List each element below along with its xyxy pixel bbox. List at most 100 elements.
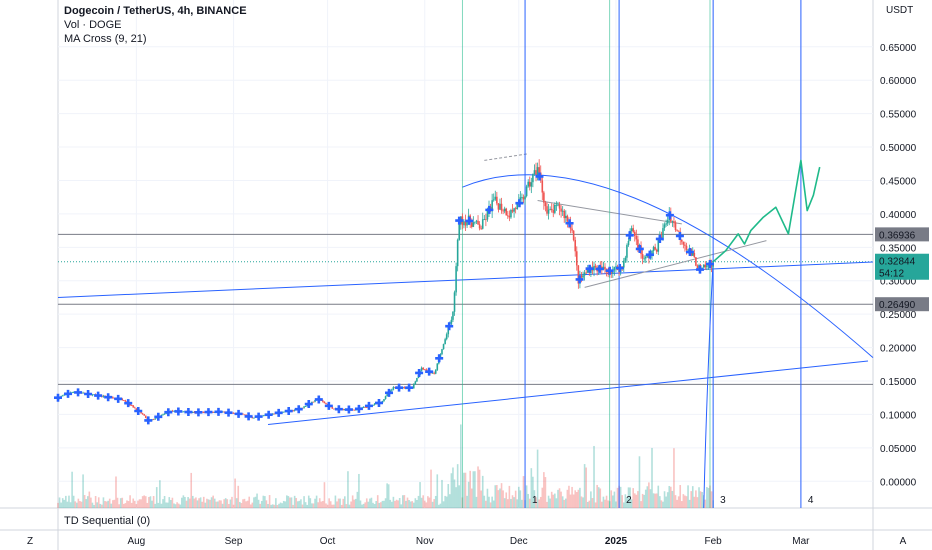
volume-bar xyxy=(474,471,476,508)
volume-bar xyxy=(170,499,172,508)
volume-bar xyxy=(315,495,318,508)
volume-bar xyxy=(441,479,443,508)
volume-bar xyxy=(176,502,178,508)
volume-bar xyxy=(475,496,478,508)
chart-legend: Dogecoin / TetherUS, 4h, BINANCE Vol · D… xyxy=(64,4,247,46)
candle-body xyxy=(532,174,534,183)
volume-bar xyxy=(190,472,193,508)
volume-bar xyxy=(163,495,166,508)
candle-body xyxy=(496,196,498,204)
candle-body xyxy=(431,372,434,374)
ma-cross-marker xyxy=(354,404,363,413)
volume-bar xyxy=(696,497,699,508)
candle-body xyxy=(622,260,625,268)
volume-bar xyxy=(68,495,70,508)
candle-body xyxy=(583,272,586,276)
ma-cross-marker xyxy=(435,354,444,363)
volume-bar xyxy=(530,468,533,508)
volume-indicator-label[interactable]: Vol · DOGE xyxy=(64,19,122,31)
candle-body xyxy=(353,409,356,411)
volume-bar xyxy=(500,483,503,508)
volume-bar xyxy=(88,491,91,508)
ma-cross-marker xyxy=(595,264,604,273)
candle-body xyxy=(533,170,536,175)
price-axis[interactable]: 0.65000 0.60000 0.55000 0.50000 0.45000 0.400… xyxy=(875,5,929,488)
candle-body xyxy=(657,239,660,252)
ma-cross-indicator-label[interactable]: MA Cross (9, 21) xyxy=(64,33,147,45)
candle-body xyxy=(665,223,667,225)
candle-body xyxy=(458,223,461,240)
volume-bar xyxy=(168,497,171,508)
volume-bar xyxy=(80,501,83,508)
candle-body xyxy=(452,311,454,320)
volume-bar xyxy=(226,499,229,508)
volume-bar xyxy=(85,499,88,508)
volume-bar xyxy=(284,501,287,508)
volume-bar xyxy=(665,496,667,508)
candle-body xyxy=(416,377,418,382)
candle-body xyxy=(695,257,697,266)
current-price-value: 0.32844 xyxy=(879,257,916,268)
volume-bar xyxy=(207,499,210,508)
volume-bar xyxy=(541,487,544,508)
candle-body xyxy=(626,245,628,258)
price-tick-label: 0.25000 xyxy=(880,310,917,321)
candle-body xyxy=(521,197,523,198)
candle-body xyxy=(384,396,387,400)
candle-body xyxy=(696,265,699,269)
volume-bar xyxy=(677,496,680,508)
ma-cross-marker xyxy=(244,412,253,421)
volume-bar xyxy=(144,496,147,508)
time-axis[interactable]: Aug Sep Oct Nov Dec 2025 Feb Mar Z A xyxy=(27,536,907,547)
symbol-title[interactable]: Dogecoin / TetherUS, 4h, BINANCE xyxy=(64,5,247,17)
volume-bar xyxy=(215,501,218,508)
volume-bar xyxy=(132,498,135,508)
volume-bar xyxy=(507,499,509,508)
candle-body xyxy=(511,209,514,212)
volume-bar xyxy=(257,499,260,508)
candle-body xyxy=(391,389,393,391)
candle-body xyxy=(651,250,653,256)
volume-bar xyxy=(146,502,149,508)
ma-cross-marker xyxy=(114,394,123,403)
candle-body xyxy=(202,412,205,413)
volume-bar xyxy=(472,471,475,508)
volume-bar xyxy=(154,503,156,508)
ma-cross-marker xyxy=(635,244,644,253)
volume-bar xyxy=(596,484,598,508)
candle-body xyxy=(693,252,696,258)
volume-bar xyxy=(367,501,370,508)
volume-bar xyxy=(138,499,141,508)
candle-body xyxy=(455,266,457,293)
ma-cross-marker xyxy=(565,219,574,228)
volume-bar xyxy=(629,487,631,508)
volume-bar xyxy=(640,501,642,508)
ma-cross-marker xyxy=(645,250,654,259)
volume-bar xyxy=(262,495,265,508)
volume-bar xyxy=(141,496,144,508)
td-sequential-label[interactable]: TD Sequential (0) xyxy=(64,515,151,527)
volume-bar xyxy=(637,491,639,508)
volume-bar xyxy=(538,499,540,508)
level-price-text: 0.36936 xyxy=(879,230,916,241)
volume-bar xyxy=(411,501,414,508)
ma-cross-marker xyxy=(124,399,133,408)
ma-cross-marker xyxy=(264,410,273,419)
candle-body xyxy=(102,395,105,397)
candle-body xyxy=(82,392,84,394)
volume-bar xyxy=(93,504,95,508)
candle-body xyxy=(643,258,645,260)
volume-bar xyxy=(235,498,238,508)
volume-bar xyxy=(384,498,387,508)
volume-bar xyxy=(242,499,244,508)
candle-body xyxy=(516,202,519,210)
top-dashed-line xyxy=(484,153,529,161)
volume-bar xyxy=(673,448,675,508)
volume-bar xyxy=(115,476,117,508)
candle-body xyxy=(364,406,366,408)
volume-bar xyxy=(171,497,174,508)
volume-bar xyxy=(568,485,570,508)
volume-bar xyxy=(613,491,616,508)
volume-bar xyxy=(162,499,164,508)
